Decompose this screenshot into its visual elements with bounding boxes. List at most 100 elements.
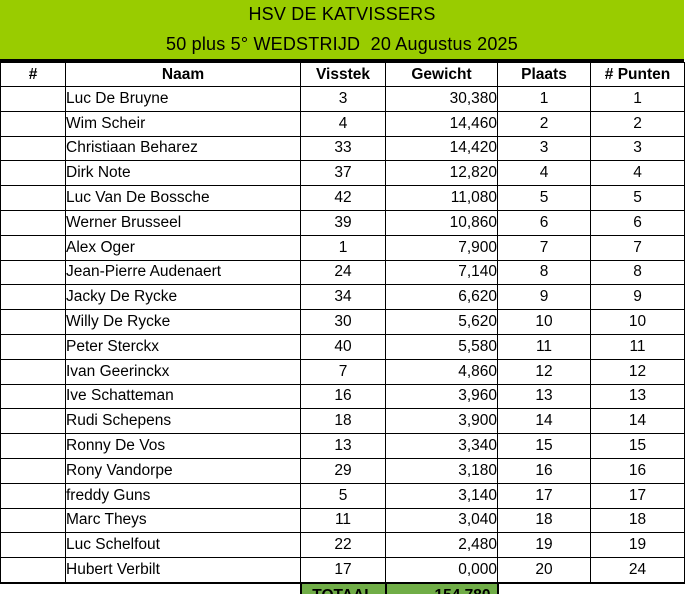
cell-punten[interactable]: 6 (590, 209, 685, 236)
cell-name[interactable]: Rudi Schepens (65, 408, 301, 435)
cell-rank[interactable] (0, 457, 66, 484)
cell-rank[interactable] (0, 284, 66, 311)
cell-punten[interactable]: 19 (590, 532, 685, 559)
cell-plaats[interactable]: 14 (497, 408, 591, 435)
cell-punten[interactable]: 3 (590, 135, 685, 162)
cell-punten[interactable]: 5 (590, 185, 685, 211)
cell-plaats[interactable]: 17 (497, 482, 591, 509)
table-row[interactable]: Peter Sterckx 40 5,580 11 11 (0, 333, 685, 360)
cell-punten[interactable]: 9 (590, 284, 685, 311)
table-row[interactable]: Wim Scheir 4 14,460 2 2 (0, 110, 685, 137)
table-row[interactable]: Ronny De Vos 13 3,340 15 15 (0, 433, 685, 459)
cell-name[interactable]: Wim Scheir (65, 110, 301, 137)
col-header-punten[interactable]: # Punten (590, 62, 685, 87)
table-row[interactable]: Rony Vandorpe 29 3,180 16 16 (0, 457, 685, 484)
cell-punten[interactable]: 11 (590, 333, 685, 360)
table-row[interactable]: Rudi Schepens 18 3,900 14 14 (0, 408, 685, 435)
cell-name[interactable]: Christiaan Beharez (65, 135, 301, 162)
cell-gewicht[interactable]: 10,860 (385, 209, 498, 236)
table-row[interactable]: Willy De Rycke 30 5,620 10 10 (0, 309, 685, 335)
cell-name[interactable]: Marc Theys (65, 507, 301, 534)
cell-gewicht[interactable]: 3,140 (385, 482, 498, 509)
col-header-rank[interactable]: # (0, 62, 66, 87)
table-row[interactable]: Ivan Geerinckx 7 4,860 12 12 (0, 358, 685, 385)
table-row[interactable]: Luc Schelfout 22 2,480 19 19 (0, 532, 685, 559)
cell-visstek[interactable]: 29 (300, 457, 386, 484)
cell-rank[interactable] (0, 110, 66, 137)
cell-rank[interactable] (0, 86, 66, 112)
table-row[interactable]: Dirk Note 37 12,820 4 4 (0, 160, 685, 187)
cell-gewicht[interactable]: 3,180 (385, 457, 498, 484)
cell-plaats[interactable]: 7 (497, 234, 591, 261)
cell-rank[interactable] (0, 209, 66, 236)
cell-visstek[interactable]: 3 (300, 86, 386, 112)
cell-name[interactable]: Luc Van De Bossche (65, 185, 301, 211)
cell-visstek[interactable]: 18 (300, 408, 386, 435)
cell-rank[interactable] (0, 333, 66, 360)
cell-plaats[interactable]: 1 (497, 86, 591, 112)
cell-rank[interactable] (0, 135, 66, 162)
table-row[interactable]: Werner Brusseel 39 10,860 6 6 (0, 209, 685, 236)
cell-gewicht[interactable]: 6,620 (385, 284, 498, 311)
cell-gewicht[interactable]: 12,820 (385, 160, 498, 187)
table-row[interactable]: Marc Theys 11 3,040 18 18 (0, 507, 685, 534)
table-row[interactable]: Luc Van De Bossche 42 11,080 5 5 (0, 185, 685, 211)
cell-name[interactable]: freddy Guns (65, 482, 301, 509)
cell-gewicht[interactable]: 7,140 (385, 259, 498, 286)
cell-visstek[interactable]: 22 (300, 532, 386, 559)
cell-name[interactable]: Luc De Bruyne (65, 86, 301, 112)
cell-visstek[interactable]: 1 (300, 234, 386, 261)
cell-plaats[interactable]: 9 (497, 284, 591, 311)
cell-punten[interactable]: 18 (590, 507, 685, 534)
cell-visstek[interactable]: 34 (300, 284, 386, 311)
table-row[interactable]: Jacky De Rycke 34 6,620 9 9 (0, 284, 685, 311)
total-weight[interactable]: 154,780 (384, 581, 499, 594)
cell-gewicht[interactable]: 3,900 (385, 408, 498, 435)
cell-name[interactable]: Dirk Note (65, 160, 301, 187)
cell-punten[interactable]: 1 (590, 86, 685, 112)
cell-visstek[interactable]: 11 (300, 507, 386, 534)
cell-gewicht[interactable]: 14,420 (385, 135, 498, 162)
cell-plaats[interactable]: 6 (497, 209, 591, 236)
cell-plaats[interactable]: 4 (497, 160, 591, 187)
cell-punten[interactable]: 2 (590, 110, 685, 137)
cell-rank[interactable] (0, 433, 66, 459)
cell-name[interactable]: Peter Sterckx (65, 333, 301, 360)
cell-visstek[interactable]: 30 (300, 309, 386, 335)
cell-gewicht[interactable]: 30,380 (385, 86, 498, 112)
cell-plaats[interactable]: 11 (497, 333, 591, 360)
cell-punten[interactable]: 16 (590, 457, 685, 484)
cell-punten[interactable]: 12 (590, 358, 685, 385)
cell-name[interactable]: Jacky De Rycke (65, 284, 301, 311)
table-row[interactable]: Ive Schatteman 16 3,960 13 13 (0, 383, 685, 410)
cell-name[interactable]: Hubert Verbilt (65, 557, 301, 584)
cell-punten[interactable]: 17 (590, 482, 685, 509)
cell-plaats[interactable]: 5 (497, 185, 591, 211)
cell-name[interactable]: Ivan Geerinckx (65, 358, 301, 385)
cell-gewicht[interactable]: 11,080 (385, 185, 498, 211)
cell-gewicht[interactable]: 0,000 (385, 557, 498, 584)
cell-rank[interactable] (0, 309, 66, 335)
cell-visstek[interactable]: 24 (300, 259, 386, 286)
cell-plaats[interactable]: 16 (497, 457, 591, 484)
cell-visstek[interactable]: 39 (300, 209, 386, 236)
cell-plaats[interactable]: 10 (497, 309, 591, 335)
cell-rank[interactable] (0, 557, 66, 584)
cell-punten[interactable]: 13 (590, 383, 685, 410)
cell-rank[interactable] (0, 383, 66, 410)
cell-punten[interactable]: 15 (590, 433, 685, 459)
cell-visstek[interactable]: 5 (300, 482, 386, 509)
cell-punten[interactable]: 8 (590, 259, 685, 286)
col-header-naam[interactable]: Naam (65, 62, 301, 87)
cell-rank[interactable] (0, 185, 66, 211)
cell-name[interactable]: Werner Brusseel (65, 209, 301, 236)
cell-rank[interactable] (0, 259, 66, 286)
cell-plaats[interactable]: 3 (497, 135, 591, 162)
cell-visstek[interactable]: 17 (300, 557, 386, 584)
cell-punten[interactable]: 24 (590, 557, 685, 584)
cell-plaats[interactable]: 19 (497, 532, 591, 559)
cell-visstek[interactable]: 13 (300, 433, 386, 459)
col-header-visstek[interactable]: Visstek (300, 62, 386, 87)
cell-punten[interactable]: 7 (590, 234, 685, 261)
cell-rank[interactable] (0, 532, 66, 559)
